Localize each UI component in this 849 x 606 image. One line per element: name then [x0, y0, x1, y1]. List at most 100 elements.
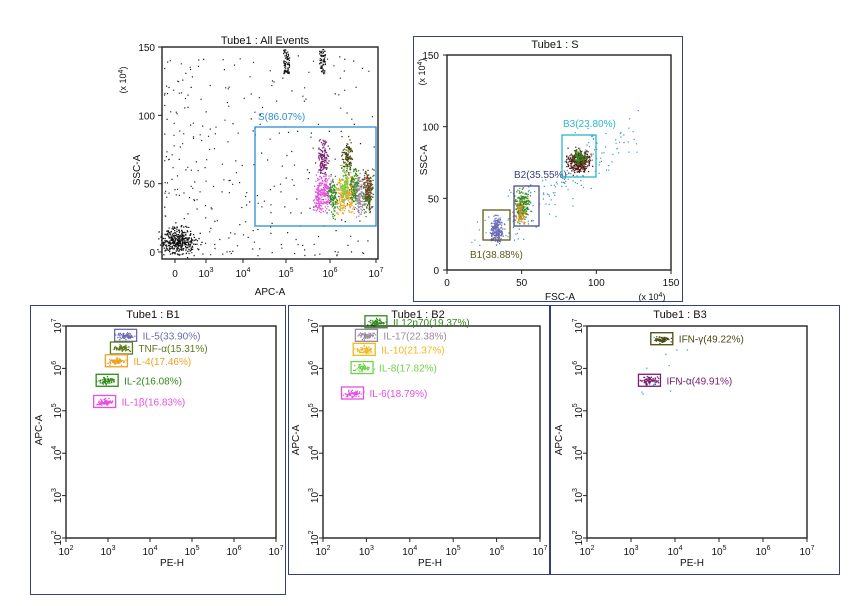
p2-ytick-label: 0: [433, 266, 439, 277]
p3-title: Tube1 : B1: [126, 309, 179, 321]
p3-xtick-label: 103: [100, 545, 115, 558]
p2-ylabel: SSC-A: [419, 144, 430, 175]
p4-xtick-label: 102: [315, 545, 330, 558]
p3-population-1: [115, 332, 136, 341]
p2-cloud-b3b: [567, 148, 593, 170]
p1-xtick-label: 105: [278, 267, 293, 280]
p5-ytick-label: 104: [572, 446, 585, 461]
p5-xtick-label: 105: [711, 545, 726, 558]
p3-population-2: [113, 344, 132, 352]
p1-bead-cluster: [353, 172, 367, 218]
p5-xtick-label: 107: [799, 545, 814, 558]
p4-ytick-label: 102: [308, 530, 321, 545]
panel-frame-b1: [30, 305, 286, 595]
p5-gate-label-1: IFN-γ(49.22%): [679, 335, 744, 346]
p2-ytick-label: 100: [422, 123, 439, 134]
p3-gate-4: [95, 373, 119, 387]
p3-ylabel: APC-A: [34, 414, 45, 445]
p1-xtick-label: 107: [368, 267, 383, 280]
p4-xtick-label: 105: [446, 545, 461, 558]
p4-gate-label-5: IL-6(18.79%): [370, 389, 428, 400]
p4-gate-2: [354, 328, 379, 342]
p3-gate-3: [104, 354, 129, 368]
p1-xtick-label: 103: [198, 267, 213, 280]
p2-gate-label-2: B2(35.55%): [514, 170, 567, 181]
p1-bead-cluster: [344, 173, 358, 214]
p3-gate-label-2: TNF-α(15.31%): [138, 344, 207, 355]
p3-xtick-label: 102: [58, 545, 73, 558]
p4-population-2: [357, 332, 377, 341]
p1-xlabel: APC-A: [255, 287, 286, 298]
p4-xtick-label: 104: [402, 545, 417, 558]
p2-yunit: (x 104): [417, 59, 427, 86]
p3-xlabel: PE-H: [160, 558, 184, 569]
p5-xtick-label: 104: [667, 545, 682, 558]
p1-title: Tube1 : All Events: [221, 35, 310, 47]
p4-xtick-label: 106: [489, 545, 504, 558]
p3-plot-frame: [65, 325, 277, 539]
panel-frame-b3: [550, 305, 840, 575]
p4-title: Tube1 : B2: [391, 309, 444, 321]
p4-xtick-label: 107: [532, 545, 547, 558]
p5-gate-1: [650, 332, 674, 346]
p1-ylabel: SSC-A: [132, 154, 143, 185]
p2-cloud-b2b: [512, 200, 529, 225]
p1-plot-frame: [161, 46, 379, 260]
p2-plot-frame: [446, 54, 672, 271]
p5-xtick-label: 103: [623, 545, 638, 558]
p5-plot-frame: [586, 325, 808, 539]
p2-cloud-b2: [512, 187, 533, 225]
dot-layer: [96, 49, 694, 406]
p4-xtick-label: 103: [359, 545, 374, 558]
p4-gate-3: [352, 342, 376, 356]
p1-bead-cluster: [341, 135, 354, 182]
p4-xlabel: PE-H: [418, 558, 442, 569]
p2-ytick-label: 150: [422, 51, 439, 62]
p1-bead-cluster: [327, 173, 339, 221]
p4-gate-1: [364, 315, 388, 329]
p1-xtick-label: 0: [172, 269, 178, 280]
p5-ytick-label: 105: [572, 403, 585, 418]
p3-ytick-label: 103: [51, 488, 64, 503]
p2-gate-1: [482, 209, 511, 241]
p3-gate-1: [113, 328, 138, 342]
p3-population-5: [96, 397, 114, 406]
p5-xtick-label: 102: [579, 545, 594, 558]
p1-bead-cluster: [348, 168, 361, 205]
p5-gate-2: [637, 373, 662, 387]
p3-xtick-label: 105: [184, 545, 199, 558]
p5-xlabel: PE-H: [680, 558, 704, 569]
p2-title: Tube1 : S: [531, 39, 578, 51]
p5-population-2: [639, 375, 660, 386]
p3-xtick-label: 107: [268, 545, 283, 558]
p1-ytick-label: 50: [144, 180, 156, 191]
p3-gate-2: [109, 341, 134, 355]
panel-frame-b2: [288, 305, 550, 575]
p5-gate-label-2: IFN-α(49.91%): [666, 376, 732, 387]
p2-gate-2: [513, 185, 540, 227]
p5-xtick-label: 106: [755, 545, 770, 558]
p4-ytick-label: 107: [308, 318, 321, 333]
p2-xtick-label: 100: [588, 278, 605, 289]
p4-gate-label-2: IL-17(22.38%): [383, 331, 446, 342]
p1-bead-cluster: [335, 172, 348, 215]
p4-ytick-label: 104: [308, 446, 321, 461]
p4-ylabel: APC-A: [291, 424, 302, 455]
p3-ytick-label: 105: [51, 403, 64, 418]
p2-xlabel: FSC-A: [545, 292, 575, 303]
panel-frame-s: [413, 36, 683, 302]
p4-population-5: [342, 389, 365, 398]
p3-ytick-label: 102: [51, 530, 64, 545]
p5-ytick-label: 107: [572, 318, 585, 333]
p4-ytick-label: 106: [308, 361, 321, 376]
p2-scatter-events: [471, 110, 639, 252]
p4-population-4: [353, 363, 376, 373]
p2-xtick-label: 50: [516, 278, 528, 289]
p1-debris-core: [157, 222, 203, 259]
p2-gate-3: [561, 134, 597, 178]
p1-bead-cluster: [312, 171, 325, 214]
p2-xtick-label: 0: [444, 278, 450, 289]
p5-ytick-label: 103: [572, 488, 585, 503]
p3-gate-label-4: IL-2(16.08%): [124, 376, 182, 387]
